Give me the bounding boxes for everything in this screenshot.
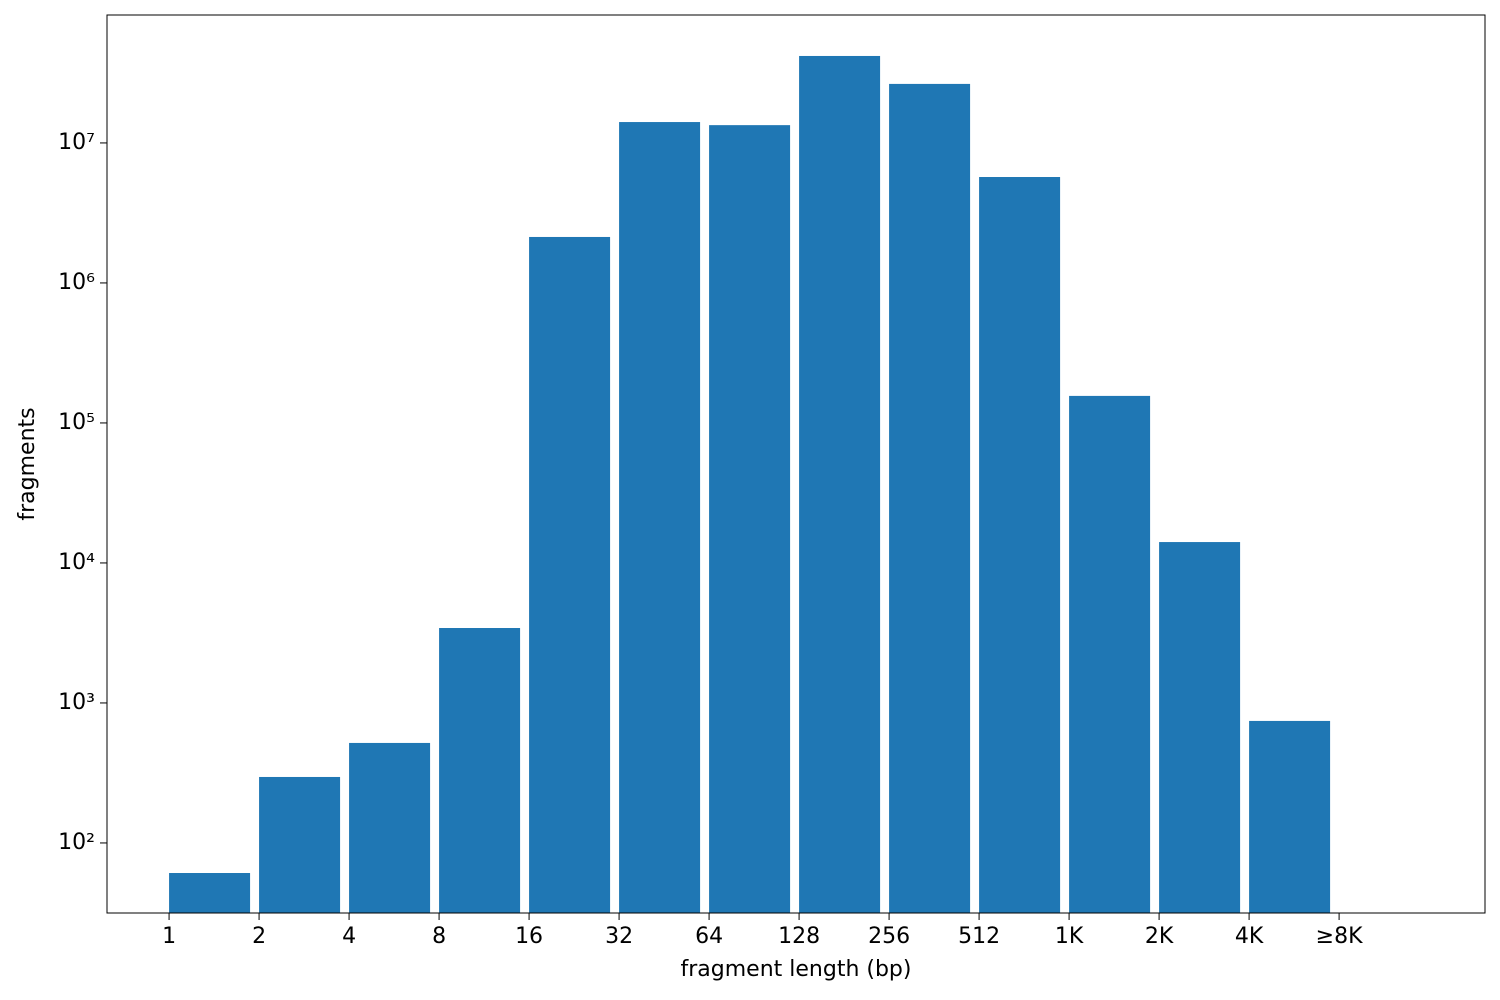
x-tick-label: 16 xyxy=(515,924,543,949)
bar xyxy=(979,177,1061,913)
bar xyxy=(619,122,701,914)
y-tick-label: 10⁶ xyxy=(58,270,95,295)
x-tick-label: 4K xyxy=(1235,924,1264,949)
bar xyxy=(1159,542,1241,913)
bar xyxy=(799,55,881,913)
y-tick-label: 10⁵ xyxy=(58,410,95,435)
x-tick-label: 8 xyxy=(432,924,446,949)
bar xyxy=(169,873,251,913)
x-tick-label: 128 xyxy=(778,924,820,949)
bar xyxy=(889,83,971,914)
x-axis-label: fragment length (bp) xyxy=(681,957,912,982)
x-tick-label: 64 xyxy=(695,924,723,949)
x-tick-label: 2K xyxy=(1145,924,1174,949)
bar xyxy=(709,125,791,914)
x-tick-label: 32 xyxy=(605,924,633,949)
x-tick-label: 4 xyxy=(342,924,356,949)
bar xyxy=(529,236,611,913)
y-tick-label: 10³ xyxy=(58,690,95,715)
y-axis-label: fragments xyxy=(15,407,40,520)
x-tick-label: 2 xyxy=(252,924,266,949)
x-tick-label: 256 xyxy=(868,924,910,949)
bar xyxy=(439,628,521,913)
x-tick-label: ≥8K xyxy=(1316,924,1363,949)
x-tick-label: 512 xyxy=(958,924,1000,949)
x-tick-label: 1K xyxy=(1055,924,1084,949)
bar xyxy=(259,776,341,913)
y-tick-label: 10² xyxy=(58,830,95,855)
bar xyxy=(1249,720,1331,913)
bar xyxy=(349,742,431,913)
plot-frame xyxy=(106,14,1486,914)
x-tick-label: 1 xyxy=(162,924,176,949)
bar xyxy=(1069,395,1151,913)
y-tick-label: 10⁴ xyxy=(58,550,95,575)
y-tick-label: 10⁷ xyxy=(58,130,95,155)
